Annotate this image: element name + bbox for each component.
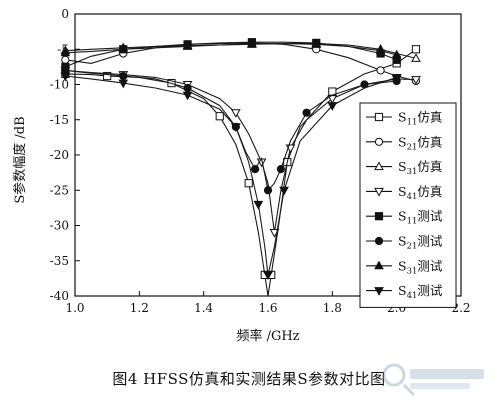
data-point xyxy=(391,73,402,83)
data-point xyxy=(327,102,338,111)
data-point xyxy=(375,45,386,55)
series-line xyxy=(65,69,397,192)
data-point xyxy=(411,45,421,54)
y-tick-label: -15 xyxy=(50,113,69,127)
series-8 xyxy=(60,72,402,281)
data-point xyxy=(411,53,421,62)
data-point xyxy=(230,123,241,133)
legend-entry: S21测试 xyxy=(398,234,443,252)
data-point xyxy=(119,71,128,81)
series-line xyxy=(65,43,397,56)
legend-entry: S31测试 xyxy=(398,258,443,276)
legend-marker xyxy=(374,236,384,246)
legend-box xyxy=(359,102,457,308)
data-point xyxy=(279,186,289,196)
x-tick-label: 1.4 xyxy=(194,301,213,315)
series-line xyxy=(65,75,397,276)
y-tick-label: -10 xyxy=(50,78,69,92)
x-tick-label: 1.2 xyxy=(130,301,149,315)
data-point xyxy=(411,76,421,85)
data-point xyxy=(263,271,273,281)
data-point xyxy=(251,165,260,174)
axes-layer: 1.0 1.2 1.4 1.6 1.8 2.0 2.20-5-10-15-20-25-30-… xyxy=(50,7,471,315)
data-point xyxy=(247,38,257,48)
data-point xyxy=(103,71,112,81)
data-point xyxy=(60,47,71,57)
series-layer xyxy=(60,38,421,297)
data-point xyxy=(182,91,193,101)
figure-caption: 图4 HFSS仿真和实测结果S参数对比图 xyxy=(112,370,386,388)
y-tick-label: -30 xyxy=(50,219,69,233)
legend-marker xyxy=(374,287,384,296)
data-point xyxy=(230,109,241,118)
data-point xyxy=(263,186,273,195)
legend-entry: S41测试 xyxy=(398,283,443,301)
y-axis-label: S参数幅度 /dB xyxy=(12,116,28,203)
legend-entry: S31仿真 xyxy=(398,159,442,177)
y-tick-label: 0 xyxy=(61,7,69,21)
y-tick-label: -40 xyxy=(50,289,69,303)
data-point xyxy=(118,79,129,89)
legend-marker xyxy=(374,161,384,171)
legend-marker xyxy=(374,137,384,146)
legend-marker xyxy=(374,187,384,197)
legend-marker xyxy=(374,212,384,221)
data-point xyxy=(391,49,402,59)
data-point xyxy=(60,72,71,82)
y-tick-label: -35 xyxy=(50,254,69,268)
y-tick-label: -25 xyxy=(50,183,69,197)
data-point xyxy=(276,165,285,174)
data-point xyxy=(215,112,224,121)
series-7 xyxy=(60,38,402,59)
data-point xyxy=(311,39,322,48)
data-point xyxy=(183,83,192,93)
x-axis-label: 频率 /GHz xyxy=(236,328,299,344)
legend-entry: S11仿真 xyxy=(398,110,442,128)
data-point xyxy=(61,55,70,64)
data-point xyxy=(118,44,129,53)
legend-marker xyxy=(374,112,384,122)
legend-entry: S41仿真 xyxy=(398,184,442,202)
y-tick-label: -20 xyxy=(50,148,69,162)
data-point xyxy=(376,66,385,75)
legend: S11仿真 S21仿真 S31仿真 S41仿真 S11测试 S21测试 S31测试 S41测试 xyxy=(359,102,457,308)
x-tick-label: 1.0 xyxy=(65,301,84,315)
series-2 xyxy=(61,38,421,86)
legend-entry: S11测试 xyxy=(398,209,443,227)
legend-marker xyxy=(374,260,384,270)
watermark-logo xyxy=(382,363,484,397)
x-tick-label: 1.8 xyxy=(323,301,342,315)
data-point xyxy=(253,200,264,210)
y-tick-label: -5 xyxy=(57,42,69,56)
series-6 xyxy=(61,66,401,195)
data-point xyxy=(182,41,193,50)
legend-entry: S21仿真 xyxy=(398,134,442,152)
data-point xyxy=(302,108,311,117)
data-point xyxy=(244,179,253,188)
x-tick-label: 1.6 xyxy=(258,301,277,315)
